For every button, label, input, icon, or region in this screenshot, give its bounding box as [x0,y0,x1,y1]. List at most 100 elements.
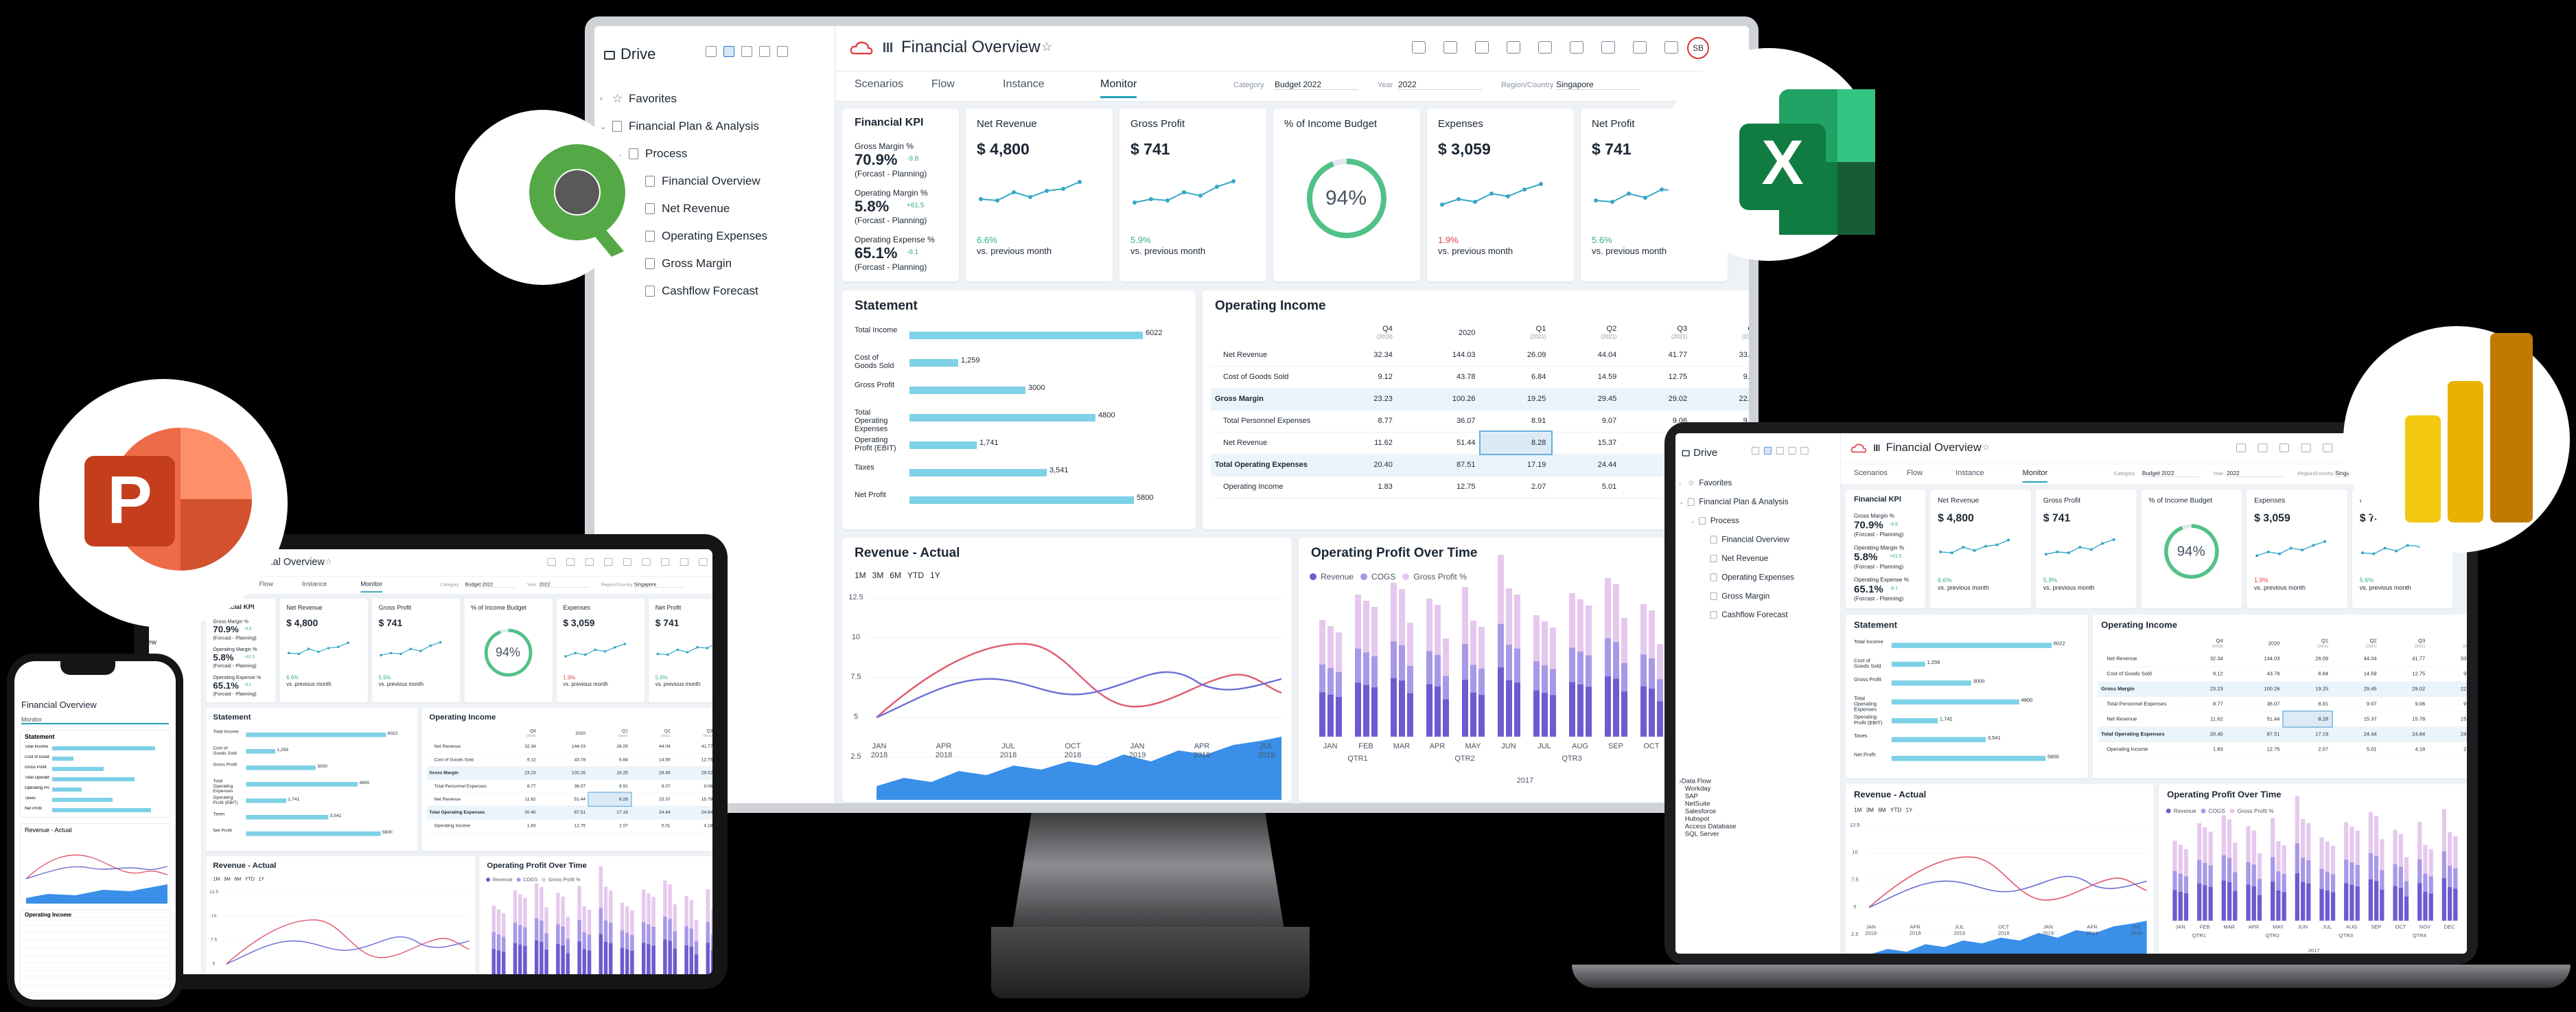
legend-item[interactable]: Gross Profit % [1395,572,1467,582]
bar-revenue[interactable] [2306,884,2311,921]
bar-revenue[interactable] [2233,890,2238,921]
bar-revenue[interactable] [1533,690,1540,737]
table-cell[interactable]: 9.04 [2428,696,2467,712]
data-source-netsuite[interactable]: NetSuite [1679,800,1837,807]
table-cell[interactable]: 22.54 [2428,681,2467,697]
phone-bar[interactable] [52,757,73,761]
table-cell[interactable]: 2.07 [588,819,631,833]
legend-item[interactable]: COGS [1354,572,1395,582]
table-cell[interactable]: 43.78 [2227,666,2284,682]
bar-revenue[interactable] [2448,887,2452,921]
bar-revenue[interactable] [2441,878,2446,921]
bar-revenue[interactable] [668,941,672,974]
metric-card-net-revenue[interactable]: Net Revenue $ 4,800 6.6% vs. previous month [966,108,1113,281]
table-cell[interactable]: 51.44 [2227,711,2284,727]
bar-revenue[interactable] [535,940,539,974]
table-cell[interactable]: 19.25 [588,766,631,780]
table-cell[interactable]: 29.45 [2332,681,2381,697]
table-cell[interactable]: 15.78 [673,792,712,807]
favorite-star-icon[interactable]: ☆ [1982,442,1990,452]
tab-monitor[interactable]: Monitor [2022,469,2048,483]
range-ytd[interactable]: YTD [244,875,255,882]
table-cell[interactable]: 2.36 [2428,741,2467,757]
table-cell[interactable]: 12.75 [1622,366,1693,389]
bar-revenue[interactable] [2330,892,2336,921]
metric-card-net-revenue[interactable]: Net Revenue $ 4,800 6.6% vs. previous month [1930,490,2031,609]
table-cell[interactable]: 100.26 [2227,681,2284,697]
table-cell[interactable]: 41.77 [2380,651,2429,667]
table-cell[interactable]: 19.25 [2283,681,2332,697]
bar-revenue[interactable] [1336,697,1342,737]
legend-item[interactable]: Revenue [482,877,513,882]
bar-revenue[interactable] [2221,880,2226,921]
table-cell[interactable]: 15.37 [631,792,674,807]
tab-instance[interactable]: Instance [302,580,327,588]
filter-icon[interactable] [1412,41,1426,54]
bar-revenue[interactable] [556,944,560,974]
data-source-sap[interactable]: SAP [1679,792,1837,800]
table-cell[interactable]: 33.13 [1693,344,1749,367]
table-row[interactable]: Total Personnel Expenses 8.77 36.07 8.91 9.0… [426,779,712,793]
metric-card-expenses[interactable]: Expenses $ 3,059 1.9% vs. previous month [556,599,645,703]
table-cell[interactable]: 29.02 [1622,388,1693,411]
table-cell[interactable]: 24.91 [2428,726,2467,742]
filter-select[interactable]: Budget 2022 [1275,80,1358,90]
comment-icon[interactable] [623,558,632,566]
table-cell[interactable]: 5.01 [631,819,674,833]
table-row[interactable]: Gross Margin23.23100.2619.2529.4529.0222… [426,766,712,780]
table-cell[interactable]: 4.18 [673,819,712,833]
table-cell[interactable]: 24.44 [2332,726,2381,742]
bar-revenue[interactable] [518,944,522,974]
filter-select[interactable]: Budget 2022 [2142,470,2200,477]
share-icon[interactable] [661,558,670,566]
table-cell[interactable]: 8.77 [496,779,539,793]
bar-revenue[interactable] [1577,685,1583,737]
bar-revenue[interactable] [663,939,667,974]
table-row[interactable]: Cost of Goods Sold 9.12 43.78 6.84 14.59 12.7… [1211,366,1749,389]
bar-revenue[interactable] [1542,693,1548,737]
bar-revenue[interactable] [1363,685,1369,737]
table-row[interactable]: Cost of Goods Sold 9.12 43.78 6.84 14.59 12.7… [2098,666,2467,682]
table-cell[interactable]: 36.07 [2227,696,2284,712]
bar-revenue[interactable] [1605,676,1611,737]
statement-bar[interactable] [1891,680,1971,686]
table-cell[interactable]: 9.12 [1327,366,1398,389]
table-cell[interactable]: 9.07 [631,779,674,793]
metric-card-expenses[interactable]: Expenses $ 3,059 1.9% vs. previous month [1427,108,1574,281]
search-icon[interactable] [1800,446,1809,455]
bar-revenue[interactable] [609,943,613,974]
table-cell[interactable]: 17.19 [2283,726,2332,742]
bar-revenue[interactable] [2417,883,2422,921]
table-cell[interactable]: 144.03 [2227,651,2284,667]
bar-revenue[interactable] [2349,884,2354,921]
trash-icon[interactable] [1752,446,1760,455]
table-cell[interactable]: 24.44 [1551,454,1623,476]
table-cell[interactable]: 15.37 [2332,711,2381,727]
table-cell[interactable]: 8.77 [2178,696,2227,712]
bar-revenue[interactable] [502,952,506,974]
legend-item[interactable]: Gross Profit % [2225,807,2274,814]
phone-bar[interactable] [52,767,104,771]
tab-flow[interactable]: Flow [1906,469,1923,477]
table-cell[interactable]: 8.91 [2283,696,2332,712]
table-cell[interactable]: 33.13 [2428,651,2467,667]
avatar[interactable]: SB [1687,37,1709,59]
bar-revenue[interactable] [1371,687,1378,737]
tab-instance[interactable]: Instance [1003,78,1045,90]
bar-revenue[interactable] [491,949,496,974]
metric-card-gross-profit[interactable]: Gross Profit $ 741 5.9% vs. previous month [372,599,461,703]
bar-revenue[interactable] [2295,873,2299,921]
table-cell[interactable]: 43.78 [539,753,589,767]
bar-revenue[interactable] [2178,892,2183,921]
undo-icon[interactable] [585,558,594,566]
statement-bar[interactable] [1891,755,2046,761]
statement-bar[interactable] [909,414,1095,422]
bar-revenue[interactable] [2393,886,2398,921]
bar-revenue[interactable] [2208,886,2213,921]
table-cell[interactable]: 87.51 [2227,726,2284,742]
range-ytd[interactable]: YTD [1890,806,1902,814]
filter-select[interactable]: 2022 [1398,80,1482,90]
table-cell[interactable]: 32.34 [1327,344,1398,367]
table-cell[interactable]: 20.40 [2178,726,2227,742]
